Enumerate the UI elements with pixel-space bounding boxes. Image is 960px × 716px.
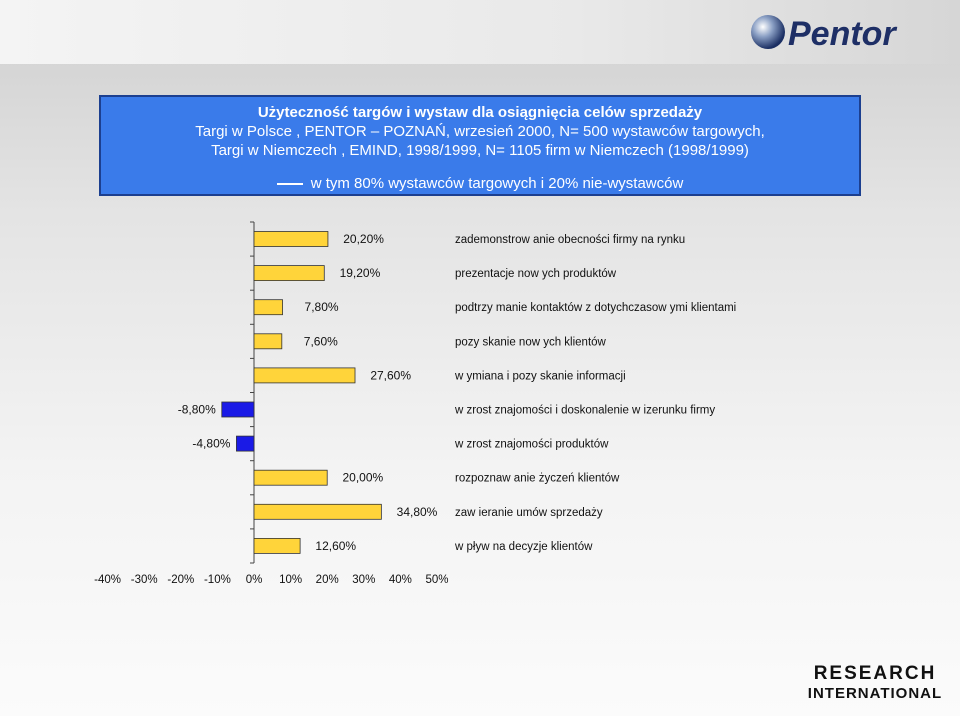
- research-logo-line1: RESEARCH: [813, 663, 937, 684]
- category-label: rozpoznaw anie życzeń klientów: [455, 473, 620, 485]
- bar: [253, 367, 356, 384]
- value-label: -8,80%: [178, 403, 216, 417]
- chart-bars: [221, 231, 382, 554]
- chart-labels: 20,20% zademonstrow anie obecności firmy …: [94, 232, 736, 586]
- value-label: 19,20%: [340, 266, 381, 280]
- bar: [253, 231, 329, 247]
- header-line-poland: Targi w Polsce , PENTOR – POZNAŃ, wrzesi…: [195, 123, 765, 140]
- research-logo-line2: INTERNATIONAL: [807, 685, 943, 702]
- category-label: w zrost znajomości produktów: [454, 439, 609, 451]
- header-subline-text: w tym 80% wystawców targowych i 20% nie-…: [310, 175, 684, 192]
- category-label: podtrzy manie kontaktów z dotychczasow y…: [455, 302, 736, 314]
- x-tick-label: 0%: [246, 574, 263, 586]
- category-label: pozy skanie now ych klientów: [455, 336, 607, 348]
- x-tick-label: 40%: [389, 574, 412, 586]
- x-tick-label: -20%: [167, 574, 194, 586]
- x-tick-label: 20%: [316, 574, 339, 586]
- value-label: 20,00%: [342, 471, 383, 485]
- category-label: w zrost znajomości i doskonalenie w izer…: [454, 405, 715, 417]
- header-title: Użyteczność targów i wystaw dla osiągnię…: [257, 104, 703, 121]
- value-label: 20,20%: [343, 232, 384, 246]
- x-tick-label: -10%: [204, 574, 231, 586]
- header-line-germany: Targi w Niemczech , EMIND, 1998/1999, N=…: [211, 142, 749, 159]
- chart-axes: [250, 221, 255, 564]
- bar: [253, 469, 328, 486]
- value-label: 27,60%: [370, 368, 411, 382]
- dash-marker: [276, 183, 303, 186]
- x-tick-label: -40%: [94, 574, 121, 586]
- value-label: 12,60%: [315, 539, 356, 553]
- category-label: zademonstrow anie obecności firmy na ryn…: [455, 234, 685, 246]
- category-label: prezentacje now ych produktów: [455, 268, 617, 280]
- x-tick-label: 10%: [279, 574, 302, 586]
- value-label: -4,80%: [192, 437, 230, 451]
- bar: [236, 435, 255, 452]
- header-subline: w tym 80% wystawców targowych i 20% nie-…: [101, 175, 859, 192]
- top-banner: Pentor: [0, 0, 960, 64]
- value-label: 7,80%: [305, 300, 339, 314]
- header-box: Użyteczność targów i wystaw dla osiągnię…: [99, 95, 861, 196]
- svg-text:Pentor: Pentor: [788, 15, 897, 53]
- pentor-logo: Pentor: [751, 15, 897, 53]
- bar: [253, 299, 283, 316]
- x-tick-label: 50%: [425, 574, 448, 586]
- bar: [221, 401, 255, 418]
- category-label: zaw ieranie umów sprzedaży: [455, 507, 603, 519]
- bar: [253, 265, 325, 282]
- value-label: 7,60%: [304, 334, 338, 348]
- x-tick-label: -30%: [131, 574, 158, 586]
- category-label: w pływ na decyzje klientów: [454, 541, 593, 553]
- bar: [253, 333, 283, 350]
- x-tick-label: 30%: [352, 574, 375, 586]
- research-international-logo: RESEARCH INTERNATIONAL: [798, 664, 952, 708]
- bar: [253, 503, 382, 520]
- value-label: 34,80%: [397, 505, 438, 519]
- category-label: w ymiana i pozy skanie informacji: [454, 370, 626, 382]
- bar: [253, 538, 301, 554]
